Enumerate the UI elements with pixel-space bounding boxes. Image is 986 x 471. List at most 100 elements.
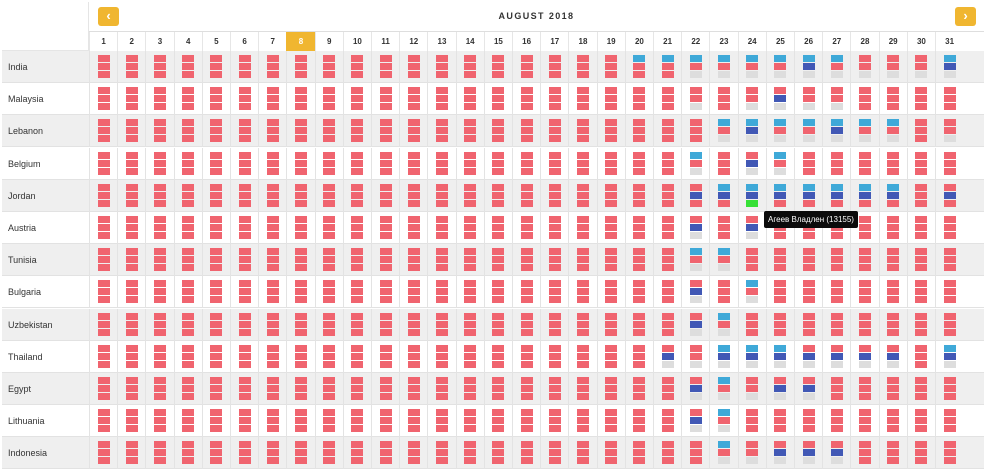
slot-booked[interactable] <box>605 95 618 103</box>
slot-booked[interactable] <box>351 288 364 296</box>
slot-booked[interactable] <box>379 409 392 417</box>
slot-booked[interactable] <box>520 417 533 425</box>
slot-booked[interactable] <box>887 280 900 288</box>
slot-booked[interactable] <box>435 320 448 328</box>
slot-empty-gray[interactable] <box>746 71 759 78</box>
slot-selected-dark-blue[interactable] <box>661 352 674 360</box>
slot-booked[interactable] <box>125 377 138 384</box>
slot-booked[interactable] <box>717 216 730 223</box>
slot-booked[interactable] <box>238 232 251 239</box>
slot-booked[interactable] <box>887 296 900 304</box>
slot-booked[interactable] <box>858 449 871 457</box>
slot-booked[interactable] <box>464 183 477 191</box>
slot-booked[interactable] <box>520 360 533 368</box>
slot-booked[interactable] <box>266 248 279 256</box>
slot-booked[interactable] <box>633 296 646 304</box>
slot-booked[interactable] <box>661 344 674 352</box>
slot-booked[interactable] <box>520 167 533 175</box>
slot-booked[interactable] <box>351 409 364 417</box>
slot-booked[interactable] <box>858 409 871 417</box>
slot-booked[interactable] <box>294 360 307 368</box>
slot-booked[interactable] <box>407 256 420 264</box>
slot-booked[interactable] <box>548 135 561 143</box>
slot-booked[interactable] <box>689 256 702 264</box>
slot-booked[interactable] <box>407 87 420 95</box>
slot-booked[interactable] <box>153 457 166 465</box>
slot-booked[interactable] <box>210 216 223 223</box>
slot-booked[interactable] <box>605 312 618 320</box>
slot-booked[interactable] <box>379 87 392 95</box>
slot-booked[interactable] <box>689 280 702 288</box>
slot-booked[interactable] <box>351 344 364 352</box>
slot-booked[interactable] <box>407 409 420 417</box>
slot-booked[interactable] <box>153 55 166 62</box>
slot-booked[interactable] <box>153 409 166 417</box>
slot-booked[interactable] <box>210 393 223 400</box>
slot-booked[interactable] <box>943 167 956 175</box>
slot-booked[interactable] <box>830 320 843 328</box>
slot-booked[interactable] <box>830 409 843 417</box>
slot-booked[interactable] <box>182 248 195 256</box>
slot-booked[interactable] <box>520 248 533 256</box>
slot-empty-gray[interactable] <box>915 71 928 78</box>
slot-booked[interactable] <box>323 296 336 304</box>
slot-booked[interactable] <box>323 151 336 159</box>
slot-booked[interactable] <box>492 288 505 296</box>
slot-booked[interactable] <box>576 328 589 336</box>
slot-booked[interactable] <box>407 393 420 400</box>
slot-booked[interactable] <box>746 95 759 103</box>
slot-selected-dark-blue[interactable] <box>830 449 843 457</box>
slot-booked[interactable] <box>605 328 618 336</box>
slot-booked[interactable] <box>802 417 815 425</box>
slot-empty-gray[interactable] <box>661 360 674 368</box>
slot-booked[interactable] <box>633 409 646 417</box>
slot-booked[interactable] <box>605 417 618 425</box>
slot-booked[interactable] <box>858 248 871 256</box>
slot-empty-gray[interactable] <box>802 457 815 465</box>
slot-selected-dark-blue[interactable] <box>830 191 843 199</box>
slot-booked[interactable] <box>153 377 166 384</box>
slot-booked[interactable] <box>379 55 392 62</box>
slot-booked[interactable] <box>266 393 279 400</box>
slot-booked[interactable] <box>492 409 505 417</box>
slot-booked[interactable] <box>633 248 646 256</box>
slot-booked[interactable] <box>210 63 223 70</box>
slot-booked[interactable] <box>125 449 138 457</box>
slot-booked[interactable] <box>238 119 251 127</box>
slot-booked[interactable] <box>351 457 364 465</box>
slot-booked[interactable] <box>464 95 477 103</box>
slot-booked[interactable] <box>915 417 928 425</box>
slot-booked[interactable] <box>153 127 166 135</box>
slot-booked[interactable] <box>182 191 195 199</box>
slot-booked[interactable] <box>717 103 730 111</box>
slot-booked[interactable] <box>830 95 843 103</box>
slot-booked[interactable] <box>492 320 505 328</box>
slot-booked[interactable] <box>887 409 900 417</box>
slot-booked[interactable] <box>915 127 928 135</box>
slot-booked[interactable] <box>125 457 138 465</box>
slot-booked[interactable] <box>605 280 618 288</box>
slot-empty-gray[interactable] <box>830 457 843 465</box>
slot-booked[interactable] <box>943 256 956 264</box>
slot-booked[interactable] <box>548 232 561 239</box>
slot-booked[interactable] <box>182 417 195 425</box>
slot-selected-dark-blue[interactable] <box>802 449 815 457</box>
slot-booked[interactable] <box>858 417 871 425</box>
slot-booked[interactable] <box>379 216 392 223</box>
slot-booked[interactable] <box>464 159 477 167</box>
slot-booked[interactable] <box>97 248 110 256</box>
slot-booked[interactable] <box>125 441 138 449</box>
slot-booked[interactable] <box>943 328 956 336</box>
slot-booked[interactable] <box>915 63 928 70</box>
slot-booked[interactable] <box>351 280 364 288</box>
slot-booked[interactable] <box>294 312 307 320</box>
slot-booked[interactable] <box>182 393 195 400</box>
slot-booked[interactable] <box>379 119 392 127</box>
slot-booked[interactable] <box>520 55 533 62</box>
slot-booked[interactable] <box>548 288 561 296</box>
slot-booked[interactable] <box>323 63 336 70</box>
slot-booked[interactable] <box>294 449 307 457</box>
slot-booked[interactable] <box>464 425 477 433</box>
slot-booked[interactable] <box>605 103 618 111</box>
slot-booked[interactable] <box>802 280 815 288</box>
